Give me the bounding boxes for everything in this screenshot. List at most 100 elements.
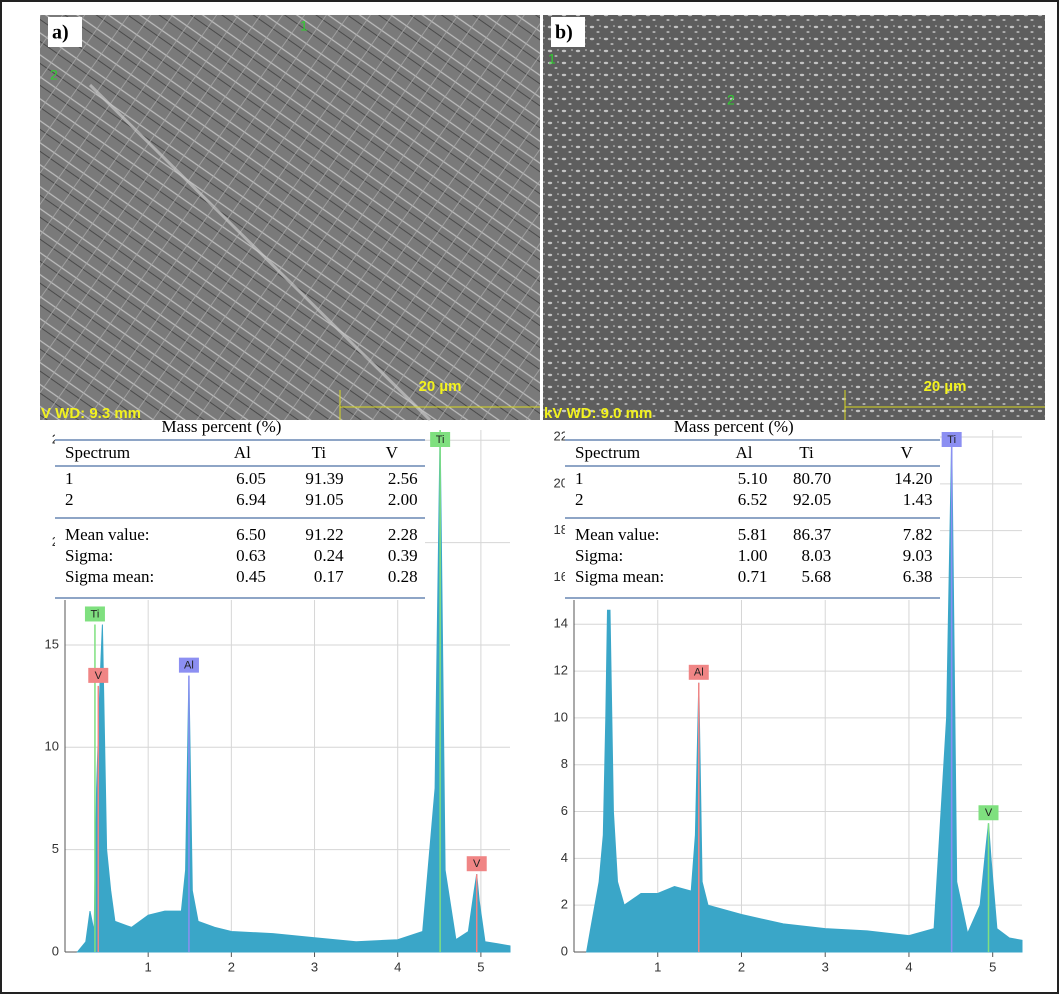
table-cell: 92.05 <box>793 490 831 509</box>
y-tick-label: 2 <box>561 897 568 912</box>
table-cell: 0.45 <box>236 567 266 586</box>
spectrum-marker: 2 <box>727 92 735 108</box>
peak-label: V <box>473 858 481 870</box>
peak-label: V <box>985 807 993 819</box>
peak-label-bg <box>178 657 199 673</box>
y-tick-label: 20 <box>554 475 568 490</box>
table-cell: 86.37 <box>793 525 832 544</box>
spectrum-marker: 2 <box>50 67 58 83</box>
panel-label: a) <box>52 22 69 44</box>
x-tick-label: 1 <box>654 959 661 974</box>
y-tick-label: 4 <box>561 850 568 865</box>
sem-image <box>543 15 1045 420</box>
table-cell: 2.28 <box>388 525 418 544</box>
table-cell: Spectrum <box>65 443 130 462</box>
x-tick-label: 4 <box>394 959 401 974</box>
table-cell: 1 <box>575 469 584 488</box>
sem-info: V WD: 9.3 mm <box>41 405 141 422</box>
peak-label-bg <box>466 856 487 872</box>
peak-label-bg <box>430 432 451 447</box>
table-cell: 0.24 <box>314 546 344 565</box>
peak-label-bg <box>688 664 709 680</box>
table-cell: 2.56 <box>388 469 418 488</box>
x-tick-label: 4 <box>905 959 912 974</box>
table-cell: 6.05 <box>236 469 266 488</box>
peak-label: Al <box>184 660 194 672</box>
table-cell: Sigma: <box>65 546 113 565</box>
spectrum-marker: 1 <box>300 18 308 34</box>
table-cell: 6.52 <box>738 490 768 509</box>
table-cell: Al <box>234 443 251 462</box>
table-cell: 91.22 <box>305 525 343 544</box>
table-cell: 1.00 <box>738 546 768 565</box>
x-tick-label: 2 <box>738 959 745 974</box>
peak-label: V <box>95 670 103 682</box>
y-tick-label: 5 <box>52 841 59 856</box>
table-bg <box>55 420 425 600</box>
panel-label-bg <box>48 17 82 47</box>
table-cell: 9.03 <box>903 546 933 565</box>
panel-label: b) <box>555 22 573 44</box>
peak-label: Ti <box>436 434 445 446</box>
grain-boundary <box>88 83 432 422</box>
spectrum-marker: 1 <box>548 51 556 67</box>
x-tick-label: 5 <box>477 959 484 974</box>
table-cell: 91.05 <box>305 490 343 509</box>
panel-label-bg <box>551 17 585 47</box>
x-tick-label: 2 <box>228 959 235 974</box>
y-tick-label: 10 <box>554 709 568 724</box>
table-cell: V <box>386 443 399 462</box>
table-title: Mass percent (%) <box>674 417 794 436</box>
scale-bar: 20 µm <box>924 378 967 395</box>
scale-bar: 20 µm <box>419 378 462 395</box>
peak-label-bg <box>84 606 105 622</box>
sem-info: kV WD: 9.0 mm <box>544 405 652 422</box>
x-tick-label: 3 <box>311 959 318 974</box>
table-cell: Al <box>736 443 753 462</box>
peak-label-bg <box>941 432 962 447</box>
table-cell: Sigma mean: <box>575 567 664 586</box>
peak-label-bg <box>978 805 999 821</box>
table-cell: 0.63 <box>236 546 266 565</box>
table-cell: 6.50 <box>236 525 266 544</box>
table-cell: 8.03 <box>802 546 832 565</box>
table-cell: 91.39 <box>305 469 343 488</box>
y-tick-label: 0 <box>52 943 59 958</box>
y-tick-label: 12 <box>554 663 568 678</box>
table-cell: 80.70 <box>793 469 831 488</box>
table-cell: 14.20 <box>894 469 932 488</box>
table-cell: 6.94 <box>236 490 266 509</box>
table-cell: 1.43 <box>903 490 933 509</box>
table-cell: Sigma mean: <box>65 567 154 586</box>
table-cell: 2 <box>65 490 74 509</box>
table-cell: 0.71 <box>738 567 768 586</box>
table-bg <box>565 420 940 600</box>
table-cell: Spectrum <box>575 443 640 462</box>
table-cell: V <box>901 443 914 462</box>
y-tick-label: 22 <box>554 428 568 443</box>
table-cell: Sigma: <box>575 546 623 565</box>
table-cell: 0.17 <box>314 567 344 586</box>
y-tick-label: 16 <box>554 569 568 584</box>
table-cell: Ti <box>799 443 814 462</box>
table-cell: 2.00 <box>388 490 418 509</box>
table-cell: 1 <box>65 469 74 488</box>
x-tick-label: 5 <box>989 959 996 974</box>
y-tick-label: 0 <box>561 943 568 958</box>
y-tick-label: 18 <box>554 522 568 537</box>
table-cell: 0.39 <box>388 546 418 565</box>
table-cell: 0.28 <box>388 567 418 586</box>
sem-image <box>40 15 540 420</box>
table-cell: 6.38 <box>903 567 933 586</box>
table-cell: 5.81 <box>738 525 768 544</box>
table-cell: Mean value: <box>575 525 660 544</box>
peak-label: Ti <box>947 434 956 446</box>
table-title: Mass percent (%) <box>162 417 282 436</box>
y-tick-label: 8 <box>561 756 568 771</box>
y-tick-label: 14 <box>554 616 568 631</box>
peak-label: Ti <box>91 608 100 620</box>
y-tick-label: 10 <box>45 739 59 754</box>
table-cell: 5.68 <box>802 567 832 586</box>
